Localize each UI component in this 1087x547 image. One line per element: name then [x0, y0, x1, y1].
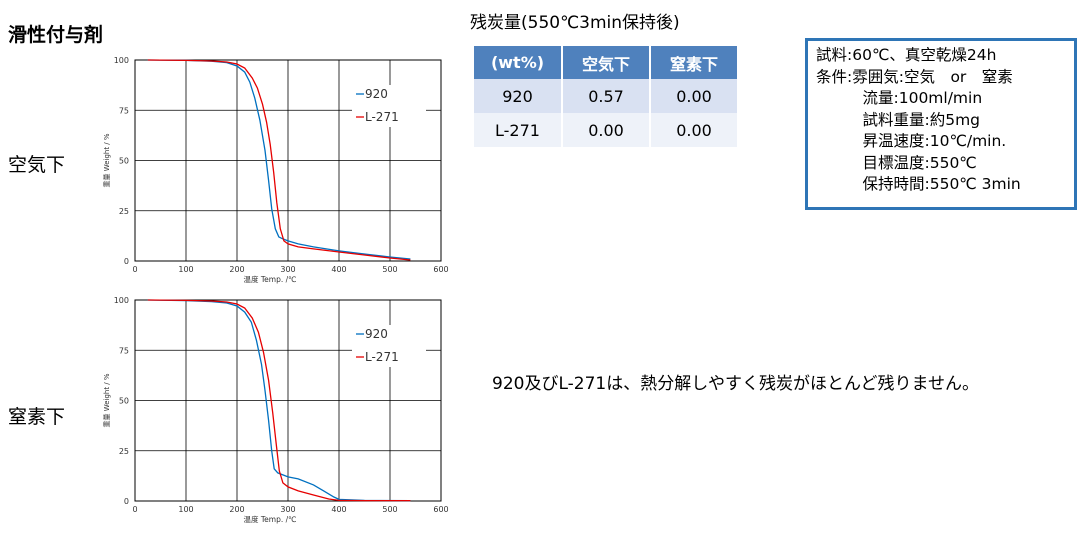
legend-label: L-271 [365, 350, 399, 364]
table-cell: 920 [474, 79, 563, 113]
condition-line: 条件:雰囲気:空気 or 窒素 [816, 67, 1013, 86]
condition-line: 試料:60℃、真空乾燥24h [816, 46, 997, 64]
table-row: 920 0.57 0.00 [474, 79, 737, 113]
legend-box [352, 85, 426, 127]
x-tick-label: 200 [229, 505, 244, 514]
condition-line: 目標温度:550℃ [816, 153, 977, 172]
table-header-air: 空気下 [562, 46, 651, 79]
condition-line: 試料重量:約5mg [816, 110, 981, 129]
residue-table-title: 残炭量(550℃3min保持後) [470, 13, 680, 33]
table-cell: 0.57 [562, 79, 651, 113]
y-tick-label: 25 [119, 207, 129, 216]
x-tick-label: 400 [331, 265, 346, 274]
tga-chart-air: 0 100 200 300 400 500 600 0 25 50 75 100 温度 Temp. /℃… [103, 56, 449, 284]
y-tick-label: 25 [119, 447, 129, 456]
y-tick-label: 100 [114, 56, 129, 65]
x-tick-label: 300 [280, 505, 295, 514]
table-cell: 0.00 [650, 113, 737, 147]
x-tick-label: 100 [178, 265, 193, 274]
x-axis-label: 温度 Temp. /℃ [243, 514, 296, 524]
x-tick-label: 400 [331, 505, 346, 514]
y-tick-label: 50 [119, 397, 129, 406]
x-axis-label: 温度 Temp. /℃ [243, 274, 296, 284]
table-cell: L-271 [474, 113, 563, 147]
summary-note: 920及びL-271は、熱分解しやすく残炭がほとんど残りません。 [492, 374, 980, 394]
x-tick-label: 600 [433, 505, 448, 514]
table-header-unit: (wt%) [474, 46, 563, 79]
series-line-920 [147, 59, 411, 260]
x-tick-label: 300 [280, 265, 295, 274]
legend-label: L-271 [365, 110, 399, 124]
conditions-box: 試料:60℃、真空乾燥24h 条件:雰囲気:空気 or 窒素 流量:100ml/m… [805, 38, 1077, 210]
page-title: 滑性付与剤 [8, 24, 104, 46]
y-tick-label: 100 [114, 296, 129, 305]
y-tick-label: 0 [124, 497, 129, 506]
x-tick-label: 200 [229, 265, 244, 274]
series-line-l-271 [147, 299, 411, 502]
series-line-l-271 [147, 59, 411, 261]
y-tick-label: 75 [119, 106, 129, 115]
residue-table: (wt%) 空気下 窒素下 920 0.57 0.00 L-271 0.00 0… [474, 46, 737, 147]
table-header-nitrogen: 窒素下 [650, 46, 737, 79]
condition-line: 流量:100ml/min [816, 89, 983, 107]
y-tick-label: 0 [124, 257, 129, 266]
plot-frame [134, 299, 442, 502]
x-tick-label: 500 [382, 505, 397, 514]
y-tick-label: 75 [119, 346, 129, 355]
x-tick-label: 600 [433, 265, 448, 274]
table-cell: 0.00 [562, 113, 651, 147]
y-axis-label: 重量 Weight / % [103, 133, 111, 187]
legend-box [352, 325, 426, 367]
x-tick-label: 0 [132, 265, 137, 274]
tga-chart-nitrogen: 0 100 200 300 400 500 600 0 25 50 75 100 温度 Temp. /℃… [103, 296, 449, 524]
plot-frame [134, 59, 442, 262]
table-cell: 0.00 [650, 79, 737, 113]
x-tick-label: 0 [132, 505, 137, 514]
legend-label: 920 [365, 327, 388, 341]
series-line-920 [147, 299, 411, 502]
x-tick-label: 100 [178, 505, 193, 514]
table-row: L-271 0.00 0.00 [474, 113, 737, 147]
condition-line: 昇温速度:10℃/min. [816, 132, 1007, 150]
y-axis-label: 重量 Weight / % [103, 373, 111, 427]
y-tick-label: 50 [119, 157, 129, 166]
x-tick-label: 500 [382, 265, 397, 274]
condition-line: 保持時間:550℃ 3min [816, 175, 1021, 193]
row-label-air: 空気下 [8, 154, 66, 176]
legend-label: 920 [365, 87, 388, 101]
row-label-nitrogen: 窒素下 [8, 406, 66, 428]
